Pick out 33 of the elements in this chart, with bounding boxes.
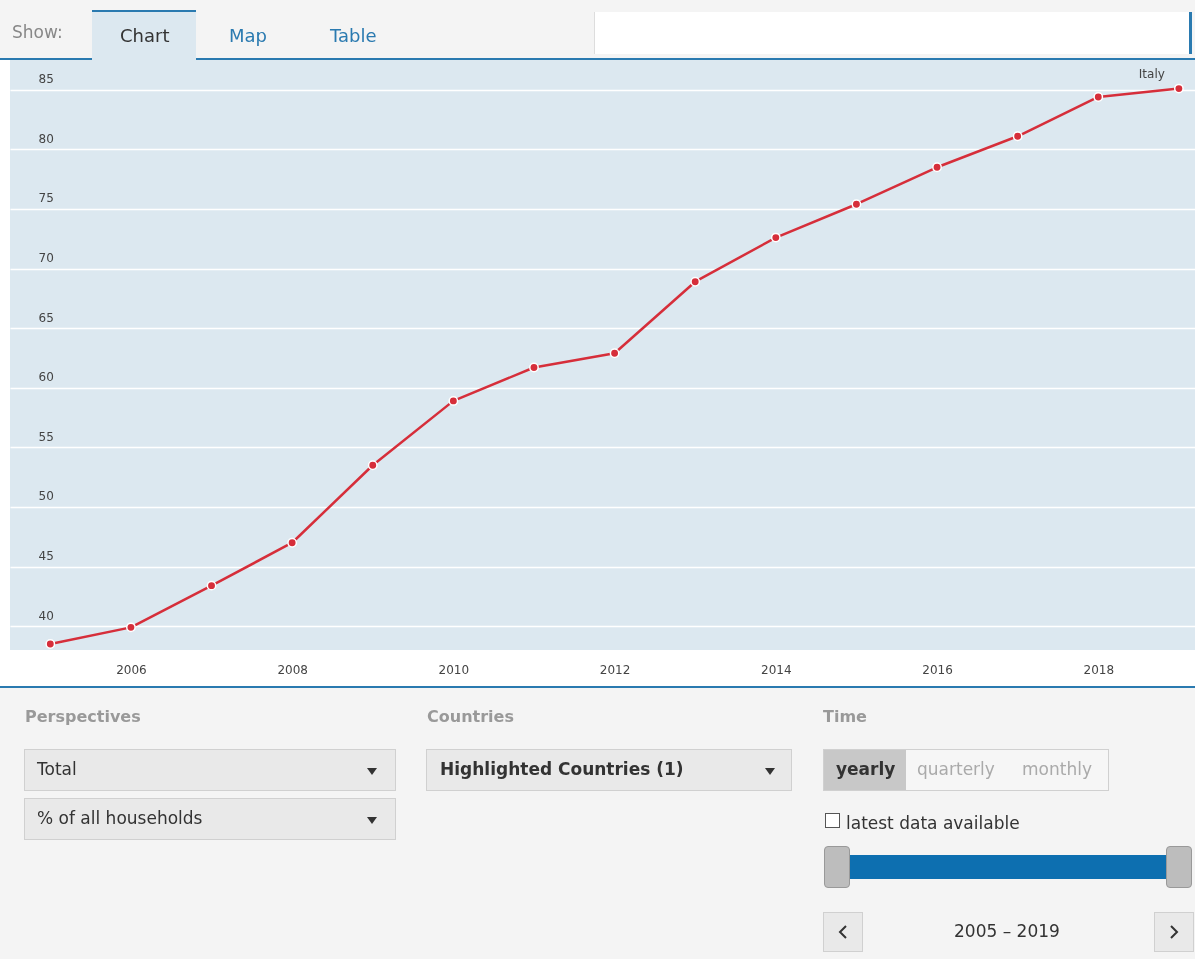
- text: Time: [823, 707, 867, 726]
- text: Highlighted Countries (1): [440, 759, 684, 779]
- y-tick-label: 60: [38, 370, 54, 385]
- x-tick-label: 2016: [922, 662, 953, 677]
- y-tick-label: 80: [38, 131, 54, 146]
- series-label: Italy: [1138, 66, 1165, 81]
- text: 2005 – 2019: [954, 921, 1060, 941]
- text: quarterly: [917, 759, 995, 779]
- y-tick-label: 40: [38, 608, 54, 623]
- y-tick-label: 50: [38, 489, 54, 504]
- x-tick-label: 2008: [277, 662, 308, 677]
- text: Countries: [427, 707, 514, 726]
- text: monthly: [1022, 759, 1092, 779]
- x-tick-label: 2018: [1083, 662, 1115, 677]
- y-tick-label: 70: [38, 251, 54, 266]
- x-tick-label: 2006: [116, 662, 147, 677]
- y-tick-label: 65: [38, 310, 54, 325]
- text: Show:: [12, 22, 63, 42]
- x-tick-label: 2010: [438, 662, 470, 677]
- y-tick-label: 75: [38, 191, 54, 206]
- y-tick-label: 55: [38, 429, 54, 444]
- text: latest data available: [846, 813, 1020, 833]
- text: Total: [37, 759, 77, 779]
- x-tick-label: 2014: [761, 662, 792, 677]
- y-tick-label: 45: [38, 549, 54, 564]
- text: yearly: [836, 759, 896, 779]
- x-tick-label: 2012: [599, 662, 631, 677]
- text: Perspectives: [25, 707, 141, 726]
- text: Chart: [120, 25, 170, 46]
- text: Map: [229, 25, 267, 46]
- text: Table: [330, 25, 377, 46]
- y-tick-label: 85: [38, 72, 54, 87]
- text: % of all households: [37, 808, 203, 828]
